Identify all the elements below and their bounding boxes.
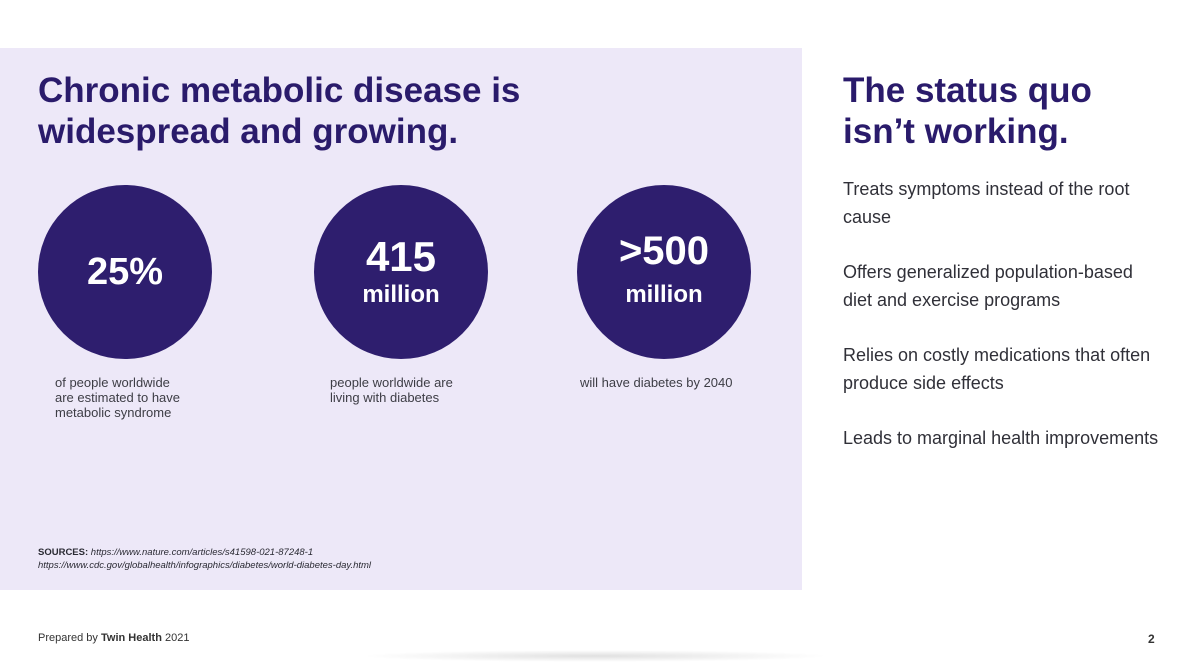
right-title: The status quo isn’t working. — [843, 70, 1163, 152]
list-item: Treats symptoms instead of the root caus… — [843, 179, 1130, 227]
desc-line: people worldwide are — [330, 375, 453, 390]
stat-description-1: of people worldwide are estimated to hav… — [55, 375, 205, 420]
page-number: 2 — [1148, 632, 1155, 646]
left-title-line-2: widespread and growing. — [38, 112, 459, 151]
desc-line: will have diabetes by 2040 — [580, 375, 733, 390]
stat-description-3: will have diabetes by 2040 — [580, 375, 760, 390]
stat-value: 415 — [365, 233, 437, 280]
stat-description-2: people worldwide are living with diabete… — [330, 375, 480, 405]
footer-year: 2021 — [164, 632, 190, 644]
stat-unit: million — [362, 281, 440, 308]
footer-org: Twin Health — [101, 632, 162, 644]
sources-block: SOURCES: https://www.nature.com/articles… — [38, 546, 371, 572]
desc-line: metabolic syndrome — [55, 405, 172, 420]
slide-shadow — [360, 650, 830, 662]
footer-credit: Prepared by Twin Health 2021 — [38, 632, 189, 644]
list-item: Leads to marginal health improvements — [843, 428, 1159, 448]
stat-unit: million — [625, 281, 703, 308]
status-quo-list: Treats symptoms instead of the root caus… — [843, 175, 1163, 479]
list-item: Relies on costly medications that often … — [843, 345, 1151, 393]
desc-line: are estimated to have — [55, 390, 181, 405]
sources-label: SOURCES: — [38, 547, 89, 558]
stat-circle-25-percent: 25% — [38, 185, 212, 359]
stat-circle-415-million: 415 million — [314, 185, 488, 359]
desc-line: of people worldwide — [55, 375, 170, 390]
stat-value: 25% — [86, 251, 164, 293]
right-title-line-1: The status quo — [843, 71, 1092, 110]
left-title: Chronic metabolic disease is widespread … — [38, 70, 638, 152]
stat-value: >500 — [618, 229, 710, 273]
source-link-1[interactable]: https://www.nature.com/articles/s41598-0… — [90, 547, 314, 558]
source-link-2[interactable]: https://www.cdc.gov/globalhealth/infogra… — [38, 560, 372, 571]
left-title-line-1: Chronic metabolic disease is — [38, 71, 521, 110]
right-title-line-2: isn’t working. — [843, 112, 1069, 151]
stat-circle-500-million: >500 million — [577, 185, 751, 359]
footer-prefix: Prepared by — [38, 632, 98, 644]
desc-line: living with diabetes — [330, 390, 440, 405]
list-item: Offers generalized population-based diet… — [843, 262, 1133, 310]
